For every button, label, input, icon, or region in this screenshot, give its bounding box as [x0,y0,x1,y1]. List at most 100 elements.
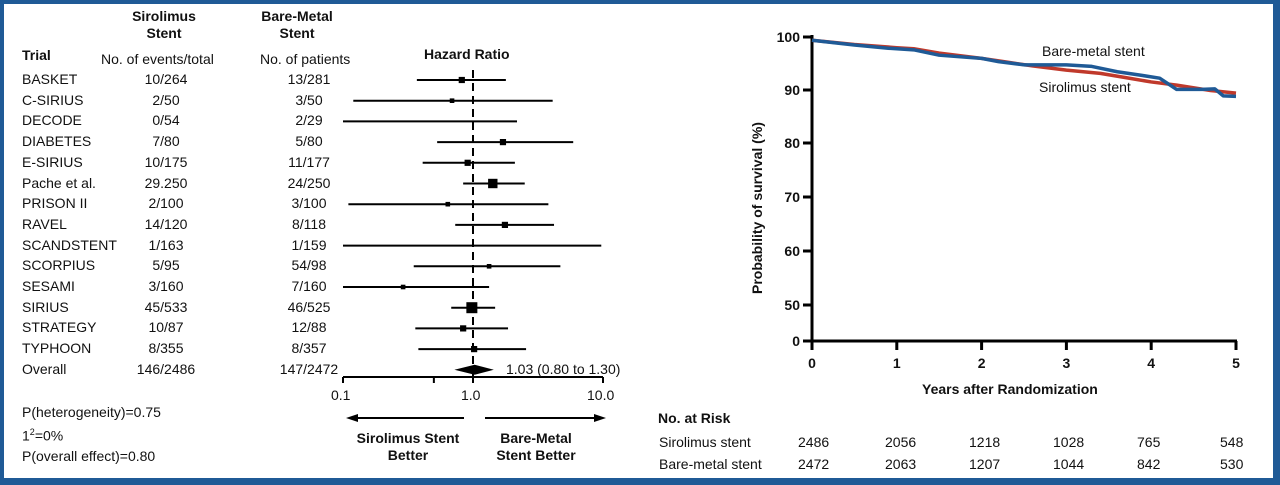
col-header-trial: Trial [22,47,51,63]
overall-diamond [454,364,494,375]
km-x-axis-label: Years after Randomization [922,381,1098,397]
trial-name: RAVEL [22,215,67,232]
risk-value: 2063 [885,456,917,472]
km-x-tick-label: 1 [893,355,901,371]
arrow-right-icon [594,414,606,422]
trial-name: TYPHOON [22,340,92,357]
stat-heterogeneity: P(heterogeneity)=0.75 [22,404,161,420]
bms-events: 3/100 [291,195,327,212]
risk-table-title: No. at Risk [658,410,731,426]
bms-events: 8/357 [291,340,327,357]
col-header-sirolimus: Sirolimus Stent [124,8,204,42]
col-header-bms: Bare-Metal Stent [252,8,342,42]
stat-i2-base: 1 [22,427,30,444]
trial-name: SESAMI [22,278,75,294]
bms-events: 7/160 [291,278,327,294]
trial-name: BASKET [22,71,78,87]
hr-marker [499,139,507,146]
sirolimus-events: 146/2486 [136,360,196,377]
hr-marker [501,221,509,228]
bms-events: 1/159 [291,236,327,253]
km-x-tick-label: 4 [1147,355,1155,371]
risk-row-label: Sirolimus stent [659,434,751,450]
km-series-sirolimus-stent [811,38,1237,95]
risk-value: 530 [1220,456,1244,472]
sirolimus-events: 0/54 [152,112,180,129]
sirolimus-events: 2/100 [148,195,184,212]
trial-name: Overall [22,360,67,377]
sirolimus-events: 10/87 [148,319,184,336]
sirolimus-events: 2/50 [152,91,180,108]
hr-marker [445,201,451,207]
hazard-ratio-title: Hazard Ratio [424,46,510,62]
km-label-sirolimus: Sirolimus stent [1039,79,1131,95]
bms-events: 8/118 [292,215,326,232]
trial-name: PRISON II [22,195,88,212]
km-y-tick-label: 90 [784,82,800,98]
hr-marker [464,159,471,166]
risk-value: 1218 [969,434,1001,450]
hr-marker [458,76,465,84]
stat-i2-sup: 2 [29,427,35,437]
km-y-tick-label: 100 [777,29,801,45]
overall-ci-label: 1.03 (0.80 to 1.30) [506,361,621,377]
bms-events: 3/50 [295,91,323,108]
trial-name: Pache et al. [22,174,96,191]
arrow-left-icon [346,414,358,422]
sirolimus-events: 7/80 [152,133,180,150]
sirolimus-events: 14/120 [144,215,188,232]
hr-marker [449,98,455,103]
trial-name: DECODE [22,112,82,129]
risk-value: 548 [1220,434,1244,450]
km-label-bms: Bare-metal stent [1042,43,1145,59]
x-tick-label: 0.1 [331,387,351,403]
stats-block: P(heterogeneity)=0.75 12=0% P(overall ef… [22,402,161,466]
risk-value: 2472 [798,456,830,472]
sirolimus-events: 10/264 [144,71,188,87]
favor-bms-label: Bare-Metal Stent Better [480,430,592,464]
hr-marker [466,302,478,314]
col-header-patients: No. of patients [260,51,351,67]
favor-bms-line1: Bare-Metal [500,430,572,446]
trial-name: SCORPIUS [22,257,96,274]
risk-value: 2486 [798,434,830,450]
trial-name: C-SIRIUS [22,91,84,108]
stat-overall-effect: P(overall effect)=0.80 [22,447,156,464]
bms-events: 147/2472 [279,360,339,377]
trial-name: E-SIRIUS [22,153,83,170]
km-x-tick-label: 3 [1063,355,1071,371]
risk-value: 2056 [885,434,917,450]
stat-i2: 12=0% [22,422,161,446]
sirolimus-events: 5/95 [152,257,180,274]
sirolimus-events: 29.250 [144,174,188,191]
stat-i2-rest: =0% [34,427,64,444]
sirolimus-events: 3/160 [148,278,184,294]
favor-sirolimus-line2: Better [387,447,429,463]
km-y-axis-label: Probability of survival (%) [749,122,765,294]
km-x-tick-label: 2 [978,355,986,371]
bms-events: 11/177 [288,153,330,170]
favor-sirolimus-line1: Sirolimus Stent [356,430,460,446]
bms-events: 2/29 [295,112,323,129]
favor-bms-line2: Stent Better [496,447,576,463]
hr-marker [460,325,467,332]
km-x-tick-label: 5 [1232,355,1240,371]
col-header-events: No. of events/total [101,51,214,67]
risk-row-label: Bare-metal stent [659,456,762,472]
risk-value: 842 [1137,456,1161,472]
col-header-sirolimus-line2: Stent [146,25,182,41]
risk-value: 1207 [969,456,1001,472]
km-y-tick-label: 80 [784,135,800,151]
bms-events: 54/98 [291,257,327,274]
figure-frame: Sirolimus Stent Bare-Metal Stent Trial N… [4,4,1273,478]
hr-marker [471,346,478,353]
risk-value: 1028 [1053,434,1085,450]
sirolimus-events: 8/355 [148,340,184,357]
km-y-tick-label: 0 [792,333,800,349]
favor-sirolimus-label: Sirolimus Stent Better [342,430,474,464]
x-tick-label: 10.0 [587,387,615,403]
km-series-bare-metal-stent [811,38,1237,99]
sirolimus-events: 45/533 [144,298,188,315]
km-x-tick-label: 0 [808,355,816,371]
sirolimus-events: 1/163 [148,236,184,253]
